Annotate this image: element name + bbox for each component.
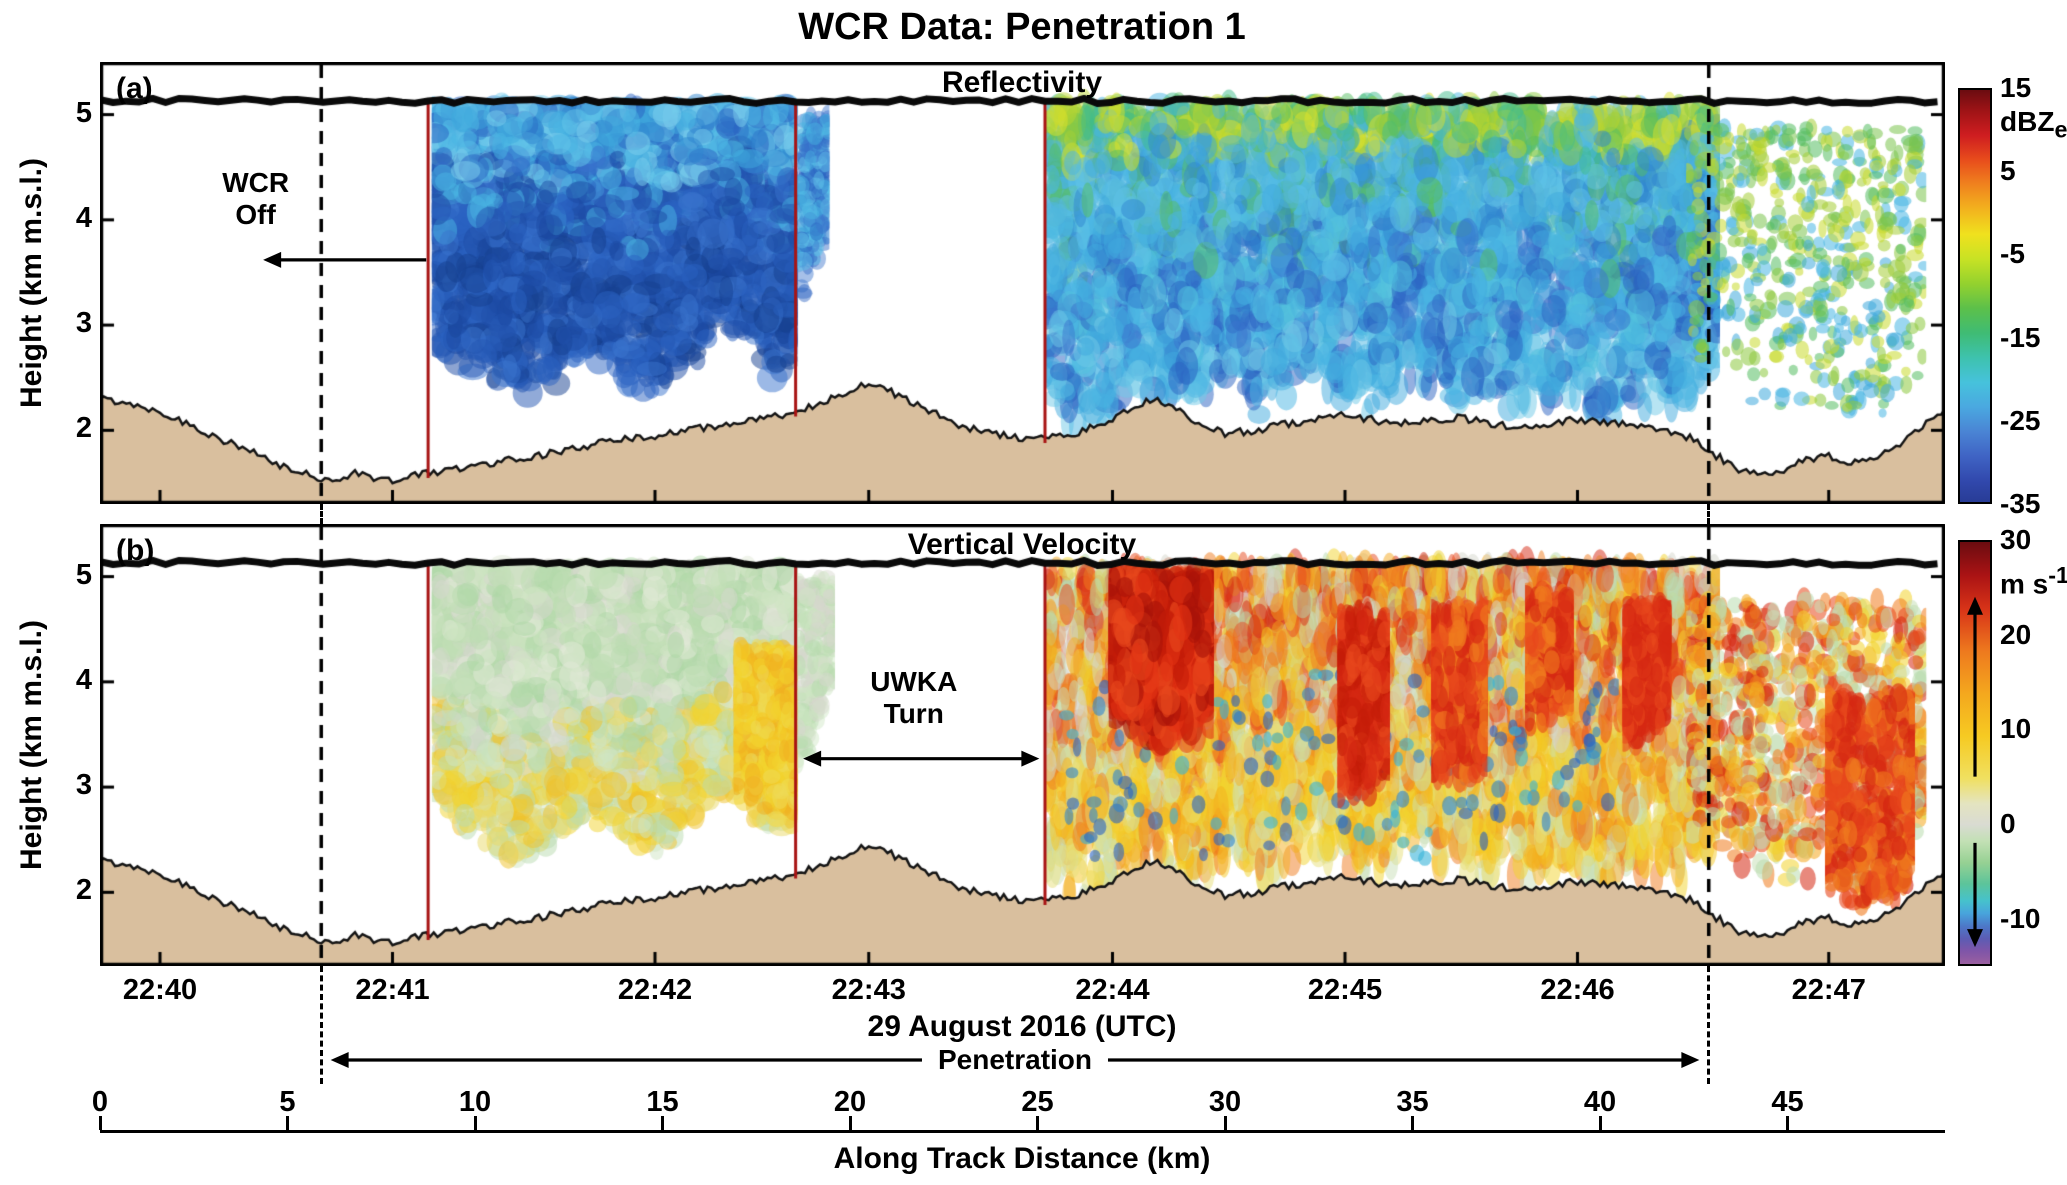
- panel-a-y-axis-label: Height (km m.s.l.): [15, 157, 48, 409]
- distance-axis-line: [100, 1130, 1945, 1133]
- uwka-turn-label-line: Turn: [883, 697, 944, 729]
- distance-tick-mark: [1411, 1116, 1414, 1130]
- distance-tick-mark: [1036, 1116, 1039, 1130]
- figure-title: WCR Data: Penetration 1: [798, 6, 1246, 48]
- distance-tick-label: 25: [1021, 1086, 1054, 1118]
- reflectivity-unit-text: dBZ: [2000, 106, 2055, 137]
- distance-tick-label: 5: [279, 1086, 296, 1118]
- uwka-turn-label: UWKA Turn: [870, 665, 957, 729]
- velocity-colorbar-unit: m s-1: [2000, 562, 2067, 600]
- reflectivity-colorbar-unit: dBZe: [2000, 106, 2067, 144]
- distance-tick-label: 30: [1208, 1086, 1242, 1118]
- velocity-unit-superscript: -1: [2048, 562, 2067, 588]
- distance-axis-label: Along Track Distance (km): [833, 1142, 1211, 1175]
- cbB-tick-label: 30: [2000, 524, 2032, 555]
- penetration-label-line: Penetration: [937, 1043, 1093, 1075]
- cbA-tick-label: -25: [2000, 404, 2041, 436]
- distance-tick-label: 10: [458, 1086, 492, 1118]
- distance-tick-mark: [98, 1116, 102, 1130]
- cbA-tick-label: 15: [2000, 72, 2032, 103]
- cbA-tick-label: 5: [2000, 155, 2016, 187]
- distance-tick-mark: [661, 1116, 664, 1130]
- cbA-tick-label: -5: [2000, 238, 2025, 270]
- velocity-colorbar: [1958, 540, 1992, 966]
- penetration-boundary-dashed-line: [1707, 504, 1710, 524]
- y-tick-label: 4: [75, 663, 92, 696]
- reflectivity-colorbar: [1958, 88, 1992, 504]
- uwka-turn-label-line: UWKA: [870, 665, 958, 697]
- cbB-tick-label: 0: [2000, 808, 2016, 839]
- time-tick-label: 22:43: [831, 974, 906, 1006]
- penetration-boundary-dashed-line: [319, 966, 323, 1084]
- cbA-tick-label: -35: [2000, 488, 2041, 519]
- panel-b-title: Vertical Velocity: [907, 528, 1137, 561]
- distance-tick-mark: [848, 1116, 852, 1130]
- time-tick-label: 22:41: [355, 974, 430, 1006]
- vertical-velocity-heatmap-canvas: [100, 524, 1945, 966]
- y-tick-label: 5: [75, 96, 92, 129]
- time-tick-label: 22:40: [122, 974, 198, 1006]
- velocity-unit-text: m s: [2000, 568, 2049, 600]
- cbB-tick-label: 10: [2000, 713, 2032, 745]
- distance-tick-label: 40: [1583, 1086, 1617, 1118]
- distance-tick-mark: [286, 1116, 289, 1130]
- cbB-tick-label: -10: [2000, 902, 2041, 934]
- time-tick-label: 22:47: [1791, 974, 1866, 1006]
- cbB-tick-label: 20: [2000, 618, 2032, 650]
- penetration-boundary-dashed-line: [319, 504, 323, 524]
- distance-tick-label: 20: [833, 1086, 867, 1118]
- distance-tick-mark: [1598, 1116, 1602, 1130]
- penetration-boundary-dashed-line: [1707, 966, 1710, 1084]
- reflectivity-heatmap-canvas: [100, 62, 1945, 504]
- wcr-off-label-line: Off: [235, 198, 276, 230]
- y-tick-label: 2: [75, 874, 92, 907]
- panel-a-label: (a): [116, 72, 153, 105]
- wcr-off-label-line: WCR: [222, 166, 290, 198]
- y-tick-label: 2: [75, 412, 92, 445]
- distance-tick-label: 15: [646, 1086, 679, 1118]
- distance-tick-label: 45: [1771, 1086, 1804, 1118]
- time-tick-label: 22:44: [1075, 974, 1150, 1006]
- distance-tick-mark: [1223, 1116, 1227, 1130]
- y-tick-label: 3: [75, 306, 92, 339]
- penetration-label: Penetration: [921, 1043, 1109, 1077]
- y-tick-label: 5: [75, 558, 92, 591]
- y-tick-label: 3: [75, 768, 92, 801]
- y-tick-label: 4: [75, 201, 92, 234]
- panel-b-label: (b): [116, 534, 155, 567]
- distance-tick-mark: [1786, 1116, 1789, 1130]
- time-tick-label: 22:45: [1307, 974, 1383, 1006]
- time-tick-label: 22:46: [1540, 974, 1615, 1006]
- date-axis-label: 29 August 2016 (UTC): [867, 1010, 1177, 1043]
- distance-tick-mark: [473, 1116, 477, 1130]
- distance-tick-label: 35: [1396, 1086, 1429, 1118]
- cbA-tick-label: -15: [2000, 321, 2041, 353]
- panel-a-title: Reflectivity: [941, 66, 1103, 99]
- wcr-off-label: WCR Off: [222, 167, 289, 231]
- reflectivity-unit-subscript: e: [2054, 116, 2067, 143]
- distance-tick-label: 0: [91, 1086, 109, 1118]
- time-tick-label: 22:42: [617, 974, 693, 1006]
- panel-b-y-axis-label: Height (km m.s.l.): [15, 619, 48, 871]
